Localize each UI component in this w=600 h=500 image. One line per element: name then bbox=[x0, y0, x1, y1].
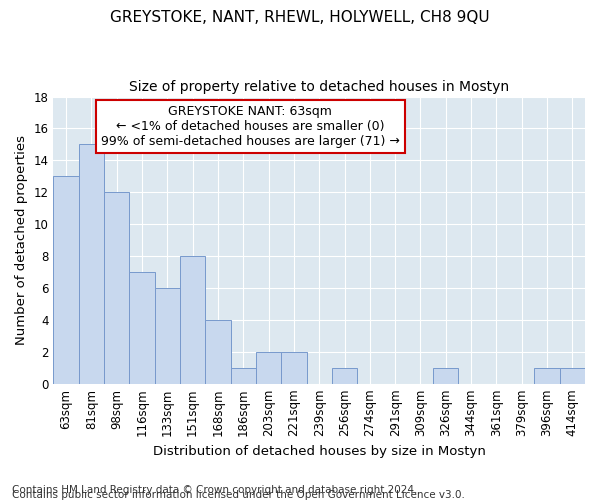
Text: GREYSTOKE, NANT, RHEWL, HOLYWELL, CH8 9QU: GREYSTOKE, NANT, RHEWL, HOLYWELL, CH8 9Q… bbox=[110, 10, 490, 25]
Bar bbox=[130, 272, 155, 384]
Bar bbox=[104, 192, 130, 384]
Text: Contains public sector information licensed under the Open Government Licence v3: Contains public sector information licen… bbox=[12, 490, 465, 500]
Text: Contains HM Land Registry data © Crown copyright and database right 2024.: Contains HM Land Registry data © Crown c… bbox=[12, 485, 418, 495]
Bar bbox=[281, 352, 307, 384]
Bar bbox=[535, 368, 560, 384]
X-axis label: Distribution of detached houses by size in Mostyn: Distribution of detached houses by size … bbox=[153, 444, 485, 458]
Text: GREYSTOKE NANT: 63sqm
← <1% of detached houses are smaller (0)
99% of semi-detac: GREYSTOKE NANT: 63sqm ← <1% of detached … bbox=[101, 105, 400, 148]
Bar bbox=[180, 256, 205, 384]
Bar bbox=[155, 288, 180, 384]
Bar bbox=[332, 368, 357, 384]
Title: Size of property relative to detached houses in Mostyn: Size of property relative to detached ho… bbox=[129, 80, 509, 94]
Bar bbox=[560, 368, 585, 384]
Bar bbox=[205, 320, 230, 384]
Y-axis label: Number of detached properties: Number of detached properties bbox=[15, 135, 28, 345]
Bar bbox=[230, 368, 256, 384]
Bar bbox=[53, 176, 79, 384]
Bar bbox=[79, 144, 104, 384]
Bar bbox=[433, 368, 458, 384]
Bar bbox=[256, 352, 281, 384]
